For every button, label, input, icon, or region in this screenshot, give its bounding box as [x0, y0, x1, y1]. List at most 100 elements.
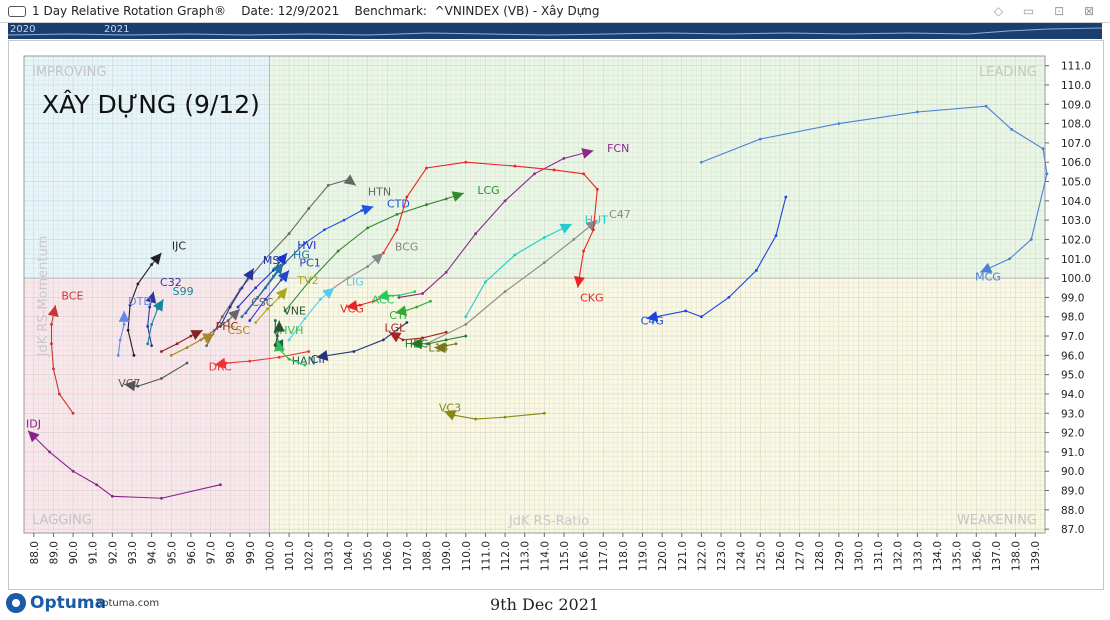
y-tick-label: 103.0: [1061, 215, 1091, 227]
series-point: [552, 168, 556, 172]
series-label: IJC: [172, 239, 186, 252]
series-ijc: IJC: [126, 239, 186, 357]
x-tick-label: 122.0: [696, 541, 708, 571]
x-axis-label: JdK RS-Ratio: [508, 514, 589, 529]
x-tick-label: 133.0: [912, 541, 924, 571]
x-tick-label: 126.0: [775, 541, 787, 571]
series-point: [307, 207, 311, 210]
series-point: [464, 160, 468, 164]
series-point: [572, 238, 576, 241]
footer-date: 9th Dec 2021: [490, 595, 600, 614]
x-tick-label: 137.0: [991, 541, 1003, 571]
series-point: [684, 309, 688, 313]
series-label: BCE: [61, 289, 83, 302]
series-point: [592, 228, 595, 232]
quadrant-label-weakening: WEAKENING: [957, 513, 1037, 528]
x-tick-label: 100.0: [264, 541, 276, 571]
series-point: [346, 276, 350, 280]
series-point: [397, 295, 401, 299]
x-tick-label: 121.0: [677, 541, 689, 571]
series-point: [254, 286, 258, 290]
series-mst: MST: [218, 254, 286, 328]
series-point: [307, 280, 311, 284]
series-point: [126, 328, 130, 332]
series-point: [582, 249, 585, 253]
series-head-arrow: [273, 320, 285, 332]
x-tick-label: 120.0: [657, 541, 669, 571]
series-point: [57, 392, 61, 396]
series-point: [366, 265, 370, 268]
series-head-arrow: [389, 332, 402, 343]
series-label: CII: [311, 353, 325, 366]
series-point: [110, 494, 114, 498]
series-lgl: LGL: [384, 321, 448, 343]
series-point: [136, 282, 140, 286]
series-point: [132, 353, 136, 357]
series-point: [542, 236, 546, 239]
series-head-arrow: [346, 300, 358, 311]
series-label: PC1: [299, 257, 320, 270]
x-tick-label: 116.0: [579, 541, 591, 571]
series-tail: [245, 206, 374, 314]
timeline-slider[interactable]: 2020 2021: [8, 23, 1102, 39]
series-point: [727, 295, 731, 299]
series-csc: CSC: [169, 324, 250, 357]
series-point: [381, 338, 385, 342]
series-point: [248, 319, 252, 322]
y-tick-label: 93.0: [1061, 408, 1084, 420]
series-head-arrow: [277, 270, 290, 283]
series-label: HVH: [279, 324, 303, 337]
series-label: C32: [160, 276, 182, 289]
series-point: [205, 344, 209, 348]
series-point: [984, 104, 988, 108]
series-point: [148, 305, 152, 309]
series-dtd: DTD: [116, 295, 152, 357]
series-point: [542, 411, 546, 415]
series-point: [283, 309, 287, 313]
window-controls[interactable]: ◇ ▭ ⊡ ⊠: [993, 4, 1102, 18]
series-tail: [382, 161, 598, 288]
rrg-chart-panel: IMPROVING LEADING LAGGING WEAKENING JdK RS-…: [8, 40, 1104, 590]
x-tick-label: 95.0: [166, 541, 178, 564]
series-point: [562, 156, 566, 160]
series-point: [226, 319, 230, 322]
series-point: [116, 353, 120, 357]
series-label: LIG: [346, 275, 364, 288]
x-tick-label: 103.0: [323, 541, 335, 571]
series-label: DTD: [128, 295, 152, 308]
x-tick-label: 105.0: [363, 541, 375, 571]
series-point: [503, 199, 507, 203]
series-point: [474, 417, 477, 421]
timeline-year-2020: 2020: [10, 24, 36, 35]
series-point: [271, 268, 275, 272]
y-tick-label: 105.0: [1061, 177, 1091, 189]
x-tick-label: 127.0: [795, 541, 807, 571]
series-head-arrow: [47, 305, 59, 317]
series-lig: LIG: [287, 275, 364, 342]
series-label: FCN: [607, 142, 629, 155]
series-point: [336, 249, 340, 253]
series-point: [224, 361, 228, 365]
series-label: CSC: [251, 296, 274, 309]
series-label: IDJ: [26, 418, 41, 431]
series-head-arrow: [27, 430, 40, 443]
series-point: [136, 384, 140, 388]
y-tick-label: 100.0: [1061, 273, 1091, 285]
x-tick-label: 139.0: [1030, 541, 1042, 571]
x-tick-label: 94.0: [147, 541, 159, 564]
series-label: VNE: [283, 305, 306, 318]
series-point: [513, 253, 517, 257]
series-point: [372, 299, 375, 303]
series-point: [287, 357, 291, 361]
y-tick-label: 97.0: [1061, 331, 1084, 343]
series-point: [287, 338, 291, 342]
x-tick-label: 132.0: [893, 541, 905, 571]
series-point: [542, 261, 546, 265]
series-point: [837, 122, 841, 125]
y-tick-label: 106.0: [1061, 157, 1091, 169]
series-point: [287, 232, 291, 236]
series-label: VCG: [340, 302, 364, 315]
series-head-arrow: [275, 252, 288, 266]
series-head-arrow: [118, 310, 130, 322]
series-point: [264, 297, 267, 301]
